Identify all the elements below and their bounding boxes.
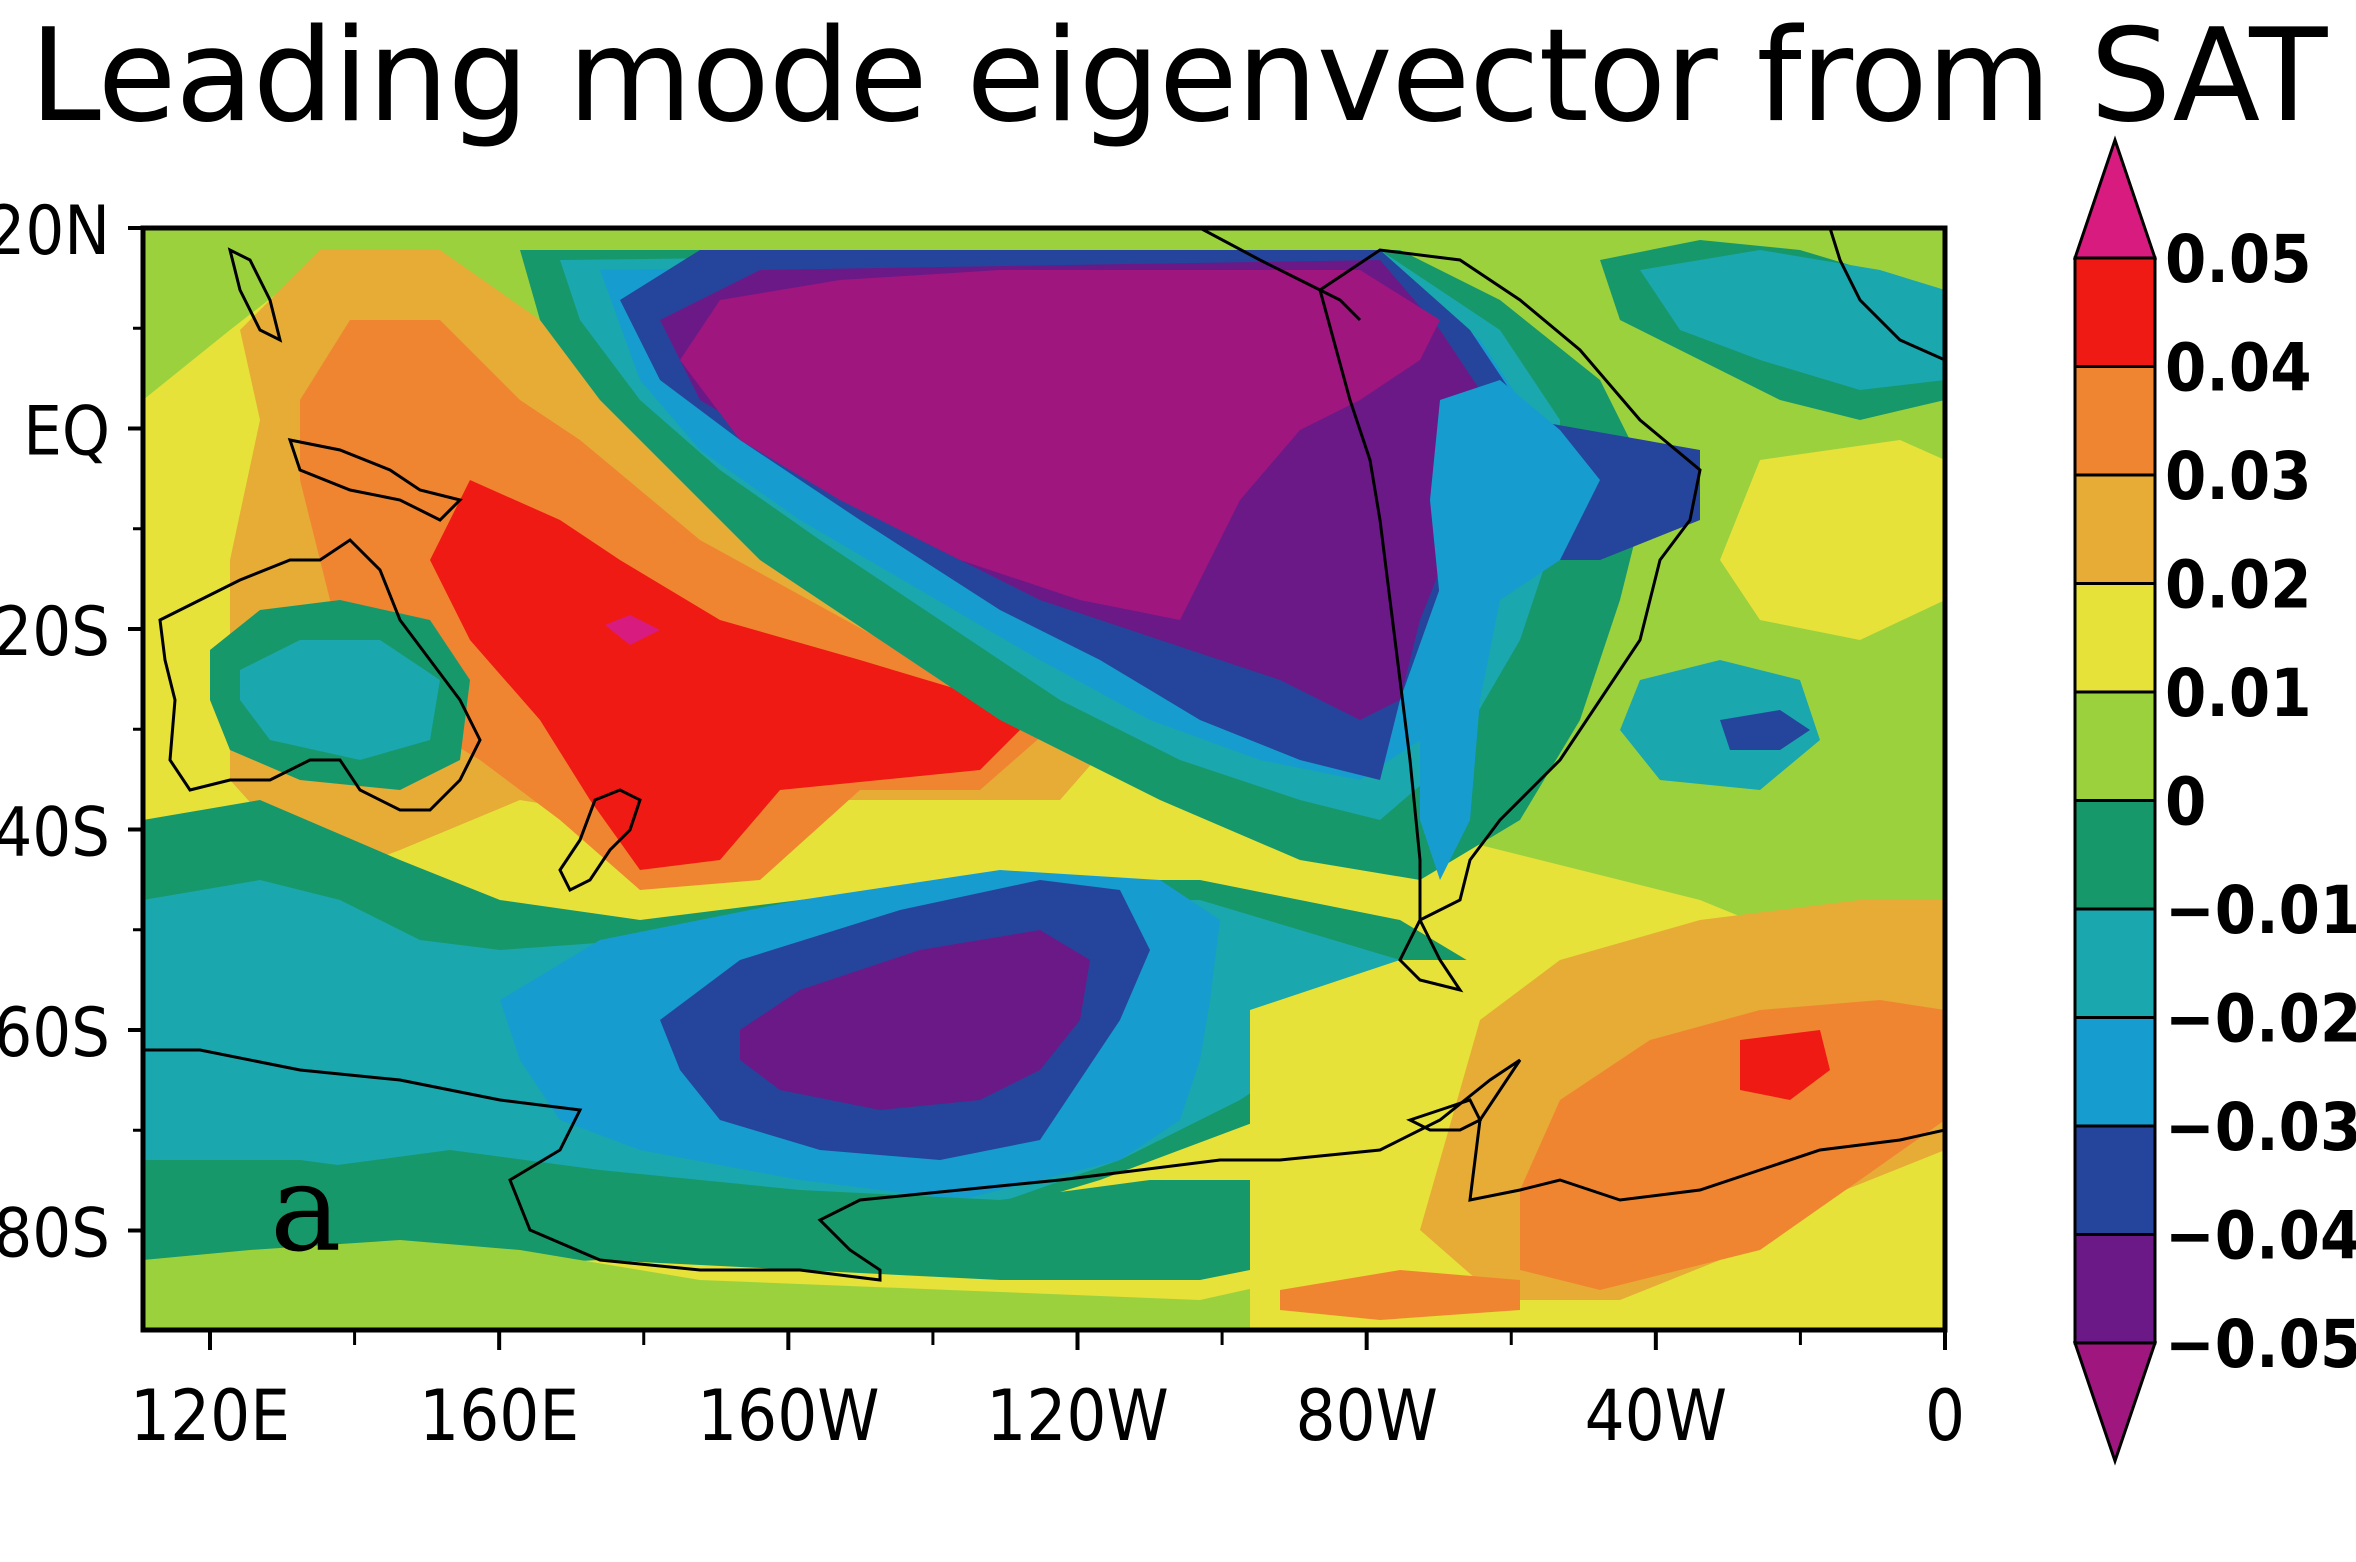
lon-tick-label: 40W (1585, 1375, 1727, 1457)
colorbar-label: −0.05 (2165, 1306, 2356, 1383)
map-frame (140, 225, 1948, 1333)
lat-tick-label: 60S (0, 994, 110, 1073)
lat-tick-label: 20S (0, 593, 110, 672)
coastline-new-zealand (558, 788, 642, 893)
lon-tick-label: 120E (130, 1375, 290, 1457)
contour-050-point (605, 615, 660, 645)
lon-tick-label: 80W (1295, 1375, 1437, 1457)
contour-pacific-minimum (680, 270, 1440, 620)
colorbar-lower-triangle (2072, 1341, 2158, 1466)
lon-tick-label: 0 (1925, 1375, 1965, 1457)
colorbar-label: 0 (2165, 764, 2206, 841)
lon-tick-label: 160E (419, 1375, 579, 1457)
colorbar: 0.05 0.04 0.03 0.02 0.01 0 −0.01 −0.02 −0.03 −0.0… (2072, 135, 2356, 1466)
colorbar-block (2073, 365, 2157, 477)
lat-tick-label: 20N (0, 192, 110, 271)
map-title: Leading mode eigenvector from SAT (29, 2, 2328, 151)
contour-fill-layer (143, 228, 1945, 1330)
colorbar-block (2073, 473, 2157, 585)
colorbar-block (2073, 582, 2157, 694)
colorbar-block (2073, 799, 2157, 911)
contour-atlantic-warm-a (1720, 440, 1945, 640)
colorbar-label: −0.03 (2165, 1089, 2356, 1166)
contour-southern-ocean-minimum (740, 930, 1090, 1110)
latitude-axis: 20N EQ 20S 40S 60S 80S (0, 192, 143, 1274)
contour-antarctic-east-orange-c (1280, 1270, 1520, 1320)
colorbar-label: −0.01 (2165, 872, 2356, 949)
contour-antarctic-east-red (1740, 1030, 1830, 1100)
colorbar-label: 0.05 (2165, 221, 2312, 298)
coastline-antarctic-peninsula (1406, 1098, 1483, 1132)
contour-atlantic-cool-c (1620, 660, 1820, 790)
panel-label: a (270, 1140, 342, 1279)
colorbar-upper-triangle (2072, 135, 2158, 260)
colorbar-label: −0.04 (2165, 1198, 2356, 1275)
longitude-axis: 120E 160E 160W 120W 80W 40W 0 (130, 1330, 1965, 1457)
lat-tick-label: 80S (0, 1195, 110, 1274)
contour-antarctic-west-zero (143, 1240, 1290, 1330)
contour-antarctic-east-orange-b (1520, 1000, 1945, 1290)
colorbar-label: 0.04 (2165, 330, 2312, 407)
lon-tick-label: 160W (697, 1375, 879, 1457)
colorbar-label: 0.03 (2165, 438, 2312, 515)
coastline-antarctica (143, 1048, 1945, 1282)
coastline-new-guinea (287, 438, 463, 522)
contour-040-maximum (430, 480, 1020, 870)
colorbar-block (2073, 256, 2157, 368)
colorbar-label: 0.01 (2165, 655, 2312, 732)
colorbar-label: −0.02 (2165, 981, 2356, 1058)
colorbar-block (2073, 1124, 2157, 1236)
contour-australia-cool-b (240, 640, 440, 760)
colorbar-block (2073, 1016, 2157, 1128)
coastline-south-america (1318, 248, 1702, 993)
colorbar-block (2073, 690, 2157, 802)
lon-tick-label: 120W (986, 1375, 1168, 1457)
colorbar-block (2073, 1233, 2157, 1345)
coastline-layer (143, 228, 1945, 1282)
contour-atlantic-cool-d (1720, 710, 1810, 750)
coastline-philippines (227, 247, 283, 343)
coastline-central-america (1199, 228, 1362, 322)
colorbar-label: 0.02 (2165, 547, 2312, 624)
coastline-north-africa (1828, 228, 1945, 362)
lat-tick-label: EQ (23, 393, 110, 472)
colorbar-block (2073, 907, 2157, 1019)
contour-atlantic-cool-b (1640, 250, 1945, 390)
lat-tick-label: 40S (0, 794, 110, 873)
contour-south-america-cool (1420, 380, 1600, 880)
coastline-australia (158, 538, 482, 812)
